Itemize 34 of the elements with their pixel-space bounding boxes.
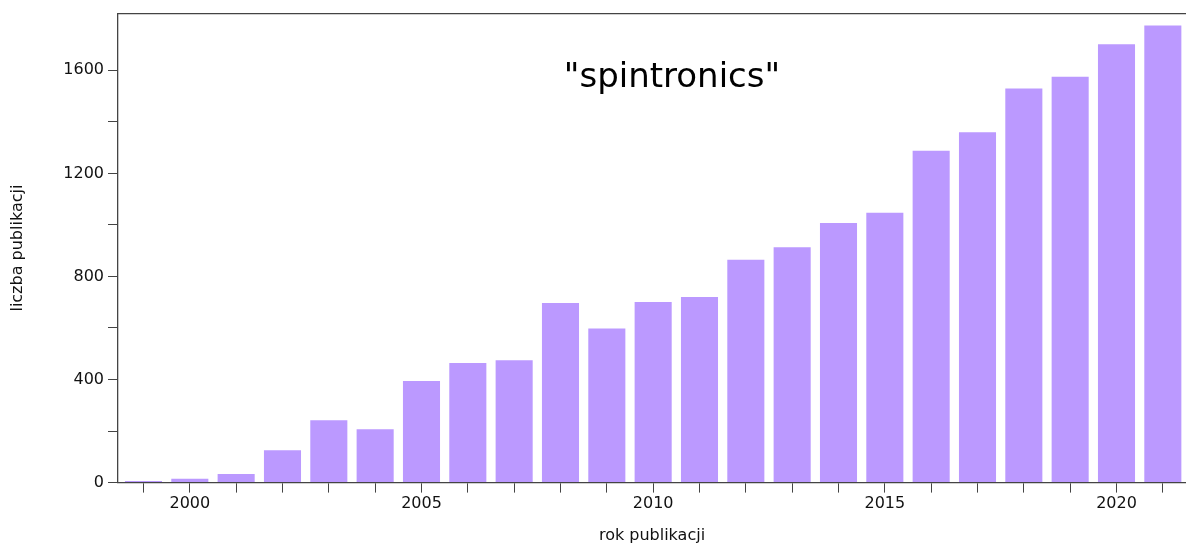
bar [680, 297, 719, 483]
text: "spintronics" [563, 54, 781, 95]
bar [866, 212, 904, 483]
bar [1051, 76, 1089, 483]
bar [819, 223, 858, 483]
bar [310, 420, 348, 483]
y-tick-label: 1200 [63, 162, 104, 182]
bar [1005, 88, 1043, 483]
x-tick-label: 2010 [632, 493, 674, 513]
bar [588, 328, 626, 483]
bar [1097, 44, 1136, 483]
bar [495, 360, 533, 483]
y-tick-label: 0 [93, 471, 104, 491]
x-axis-title: rok publikacji [598, 524, 706, 544]
bar [773, 247, 811, 483]
bar [217, 474, 255, 483]
bar [449, 363, 487, 483]
bar [356, 429, 394, 483]
bar [727, 259, 765, 483]
x-tick-label: 2000 [169, 493, 211, 513]
bar [958, 132, 997, 483]
y-tick-label: 1600 [63, 59, 104, 79]
x-tick-label: 2020 [1096, 493, 1137, 513]
y-axis-title: liczba publikacji [6, 184, 26, 312]
bar [1144, 25, 1182, 483]
bar [912, 150, 950, 483]
bar [541, 302, 580, 483]
bar [402, 381, 441, 483]
y-tick-label: 800 [73, 265, 104, 285]
x-tick-label: 2005 [401, 493, 442, 513]
bar [634, 301, 672, 483]
bar [263, 450, 302, 483]
y-tick-label: 400 [73, 368, 104, 388]
x-tick-label: 2015 [864, 493, 906, 513]
